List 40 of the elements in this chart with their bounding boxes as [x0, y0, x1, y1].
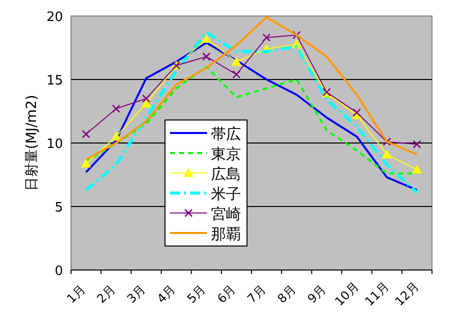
x-tick-label: 1月 — [64, 282, 88, 306]
legend-label: 米子 — [211, 185, 241, 203]
point — [231, 56, 242, 66]
x-tick-label: 12月 — [392, 279, 422, 309]
point — [412, 140, 422, 148]
point — [232, 70, 241, 79]
point — [382, 149, 392, 158]
y-tick-label: 20 — [46, 10, 63, 25]
y-tick-label: 10 — [46, 137, 63, 152]
point — [352, 108, 361, 117]
x-tick-label: 7月 — [244, 282, 268, 306]
x-tick-label: 11月 — [362, 279, 392, 309]
x-tick-label: 4月 — [154, 282, 178, 306]
point — [82, 130, 90, 138]
point — [382, 138, 392, 146]
y-axis-title: 日射量(MJ/m2) — [24, 94, 40, 192]
x-tick-label: 8月 — [274, 282, 299, 306]
point — [142, 94, 150, 103]
point — [81, 158, 92, 168]
point — [202, 52, 211, 61]
legend-label: 東京 — [211, 145, 241, 163]
point — [112, 104, 120, 113]
y-tick-label: 0 — [54, 264, 63, 279]
point — [111, 132, 122, 141]
legend-label: 帯広 — [211, 125, 241, 143]
x-tick-label: 3月 — [124, 282, 148, 306]
legend-label: 宮崎 — [211, 205, 241, 223]
y-tick-label: 15 — [46, 74, 63, 88]
x-tick-label: 5月 — [184, 282, 208, 306]
legend-label: 那覇 — [211, 225, 241, 243]
x-tick-label: 10月 — [332, 279, 362, 309]
x-tick-label: 6月 — [214, 282, 238, 306]
legend-label: 広島 — [211, 165, 241, 183]
x-tick-label: 2月 — [94, 282, 118, 306]
point — [201, 34, 212, 43]
point — [262, 33, 271, 42]
point — [141, 98, 152, 108]
y-tick-label: 5 — [54, 200, 63, 216]
point — [412, 164, 422, 174]
x-tick-label: 9月 — [304, 282, 329, 306]
